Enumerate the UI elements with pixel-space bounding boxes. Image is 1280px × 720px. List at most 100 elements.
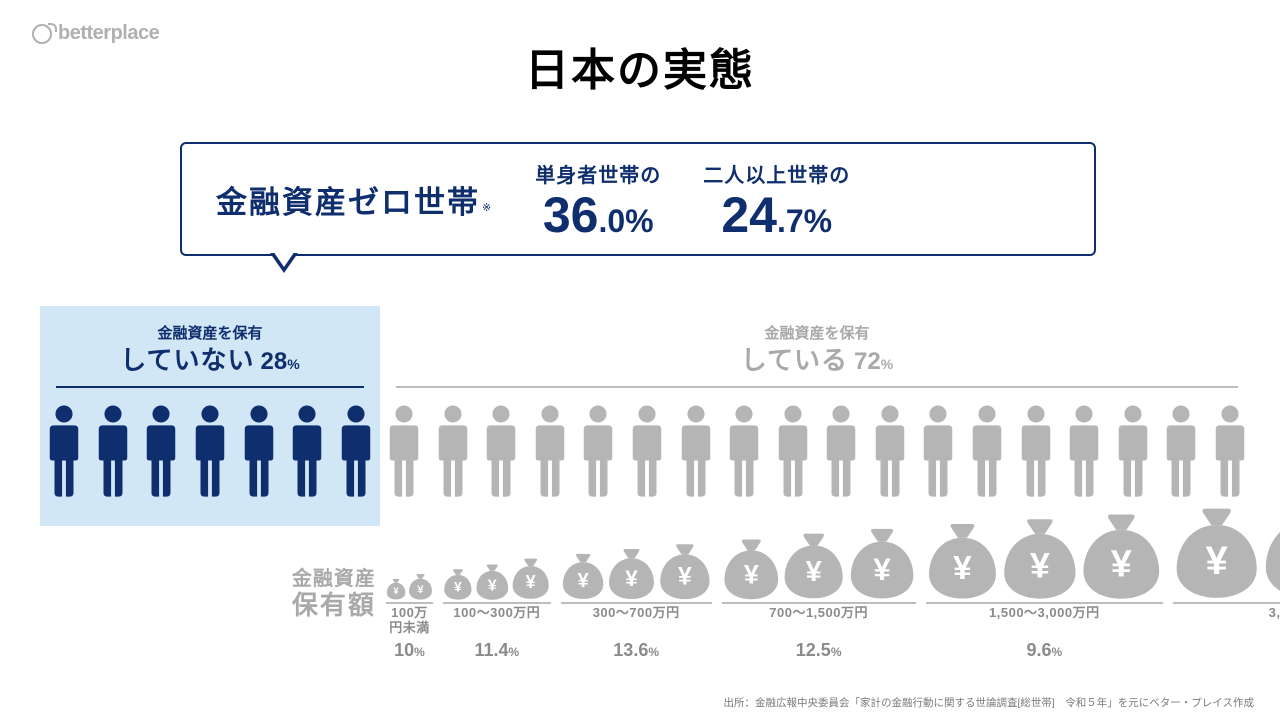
svg-text:¥: ¥ xyxy=(1206,540,1229,584)
person-slot xyxy=(429,396,478,508)
svg-text:¥: ¥ xyxy=(417,584,424,596)
person-icon xyxy=(871,396,909,508)
money-bag-icon: ¥ xyxy=(1001,516,1079,600)
bag-group-separator xyxy=(1173,602,1280,604)
person-slot xyxy=(89,396,138,508)
person-slot xyxy=(768,396,817,508)
person-icon xyxy=(191,396,229,508)
money-bag: ¥ xyxy=(475,548,510,600)
money-bag: ¥ xyxy=(408,548,433,600)
money-bag-icon: ¥ xyxy=(848,526,916,600)
money-bag-icon: ¥ xyxy=(926,521,999,600)
person-slot xyxy=(331,396,380,508)
person-icon xyxy=(968,396,1006,508)
bag-group-pct: 12.5% xyxy=(722,640,916,661)
money-bag: ¥ xyxy=(443,548,473,600)
person-icon xyxy=(774,396,812,508)
money-bag-icon: ¥ xyxy=(386,578,406,600)
money-bag-icon: ¥ xyxy=(607,547,656,600)
money-bag: ¥ xyxy=(1080,548,1163,600)
money-bag-icon: ¥ xyxy=(1080,511,1163,600)
person-icon xyxy=(45,396,83,508)
money-bag: ¥ xyxy=(1001,548,1079,600)
money-bag: ¥ xyxy=(848,548,916,600)
person-slot xyxy=(1157,396,1206,508)
svg-text:¥: ¥ xyxy=(488,577,497,594)
money-bag-icon: ¥ xyxy=(722,537,781,600)
assets-title: 金融資産 保有額 xyxy=(246,568,376,621)
money-bag: ¥ xyxy=(658,548,712,600)
person-slot xyxy=(671,396,720,508)
person-icon xyxy=(482,396,520,508)
person-slot xyxy=(186,396,235,508)
person-slot xyxy=(380,396,429,508)
person-icon xyxy=(531,396,569,508)
money-bag: ¥ xyxy=(926,548,999,600)
money-bag-icon: ¥ xyxy=(443,568,473,600)
source-text: 出所：金融広報中央委員会「家計の金融行動に関する世論調査[総世帯] 令和５年」を… xyxy=(723,695,1254,710)
money-bag-icon: ¥ xyxy=(511,557,550,600)
bag-group-pct: 11.4% xyxy=(1173,640,1280,661)
person-slot xyxy=(574,396,623,508)
person-icon xyxy=(1017,396,1055,508)
people-row xyxy=(40,396,1254,508)
person-icon xyxy=(1114,396,1152,508)
person-icon xyxy=(1065,396,1103,508)
bag-group-separator xyxy=(386,602,433,604)
bag-group-pct: 10% xyxy=(386,640,433,661)
person-slot xyxy=(1206,396,1255,508)
money-bag: ¥ xyxy=(561,548,605,600)
callout-stat-single: 単身者世帯の 36.0% xyxy=(535,159,661,240)
bag-group-label: 700～1,500万円 xyxy=(722,606,916,621)
svg-text:¥: ¥ xyxy=(1111,543,1132,585)
svg-text:¥: ¥ xyxy=(743,559,758,589)
person-slot xyxy=(817,396,866,508)
bag-group-label: 100～300万円 xyxy=(443,606,551,621)
person-icon xyxy=(919,396,957,508)
bag-group-pct: 9.6% xyxy=(926,640,1163,661)
svg-text:¥: ¥ xyxy=(806,557,823,589)
person-slot xyxy=(234,396,283,508)
svg-text:¥: ¥ xyxy=(577,570,589,592)
money-bag-icon: ¥ xyxy=(658,542,712,600)
person-icon xyxy=(822,396,860,508)
bag-group-separator xyxy=(926,602,1163,604)
person-slot xyxy=(40,396,89,508)
person-slot xyxy=(137,396,186,508)
money-bag: ¥ xyxy=(386,548,406,600)
money-bag-icon: ¥ xyxy=(475,563,510,600)
svg-text:¥: ¥ xyxy=(873,552,891,587)
person-icon xyxy=(288,396,326,508)
bag-group-label: 300～700万円 xyxy=(561,606,712,621)
bag-group-pct: 11.4% xyxy=(443,640,551,661)
money-bag: ¥ xyxy=(511,548,550,600)
person-icon xyxy=(434,396,472,508)
svg-text:¥: ¥ xyxy=(953,550,972,587)
svg-text:¥: ¥ xyxy=(625,566,638,591)
money-bag: ¥ xyxy=(782,548,845,600)
money-bag: ¥ xyxy=(607,548,656,600)
person-slot xyxy=(866,396,915,508)
person-icon xyxy=(240,396,278,508)
person-slot xyxy=(477,396,526,508)
bag-group-label: 100万円未満 xyxy=(386,606,433,636)
person-icon xyxy=(677,396,715,508)
money-bag-icon: ¥ xyxy=(1262,500,1280,600)
callout-stat-multi: 二人以上世帯の 24.7% xyxy=(703,159,850,240)
person-slot xyxy=(1108,396,1157,508)
separator-has-assets xyxy=(396,386,1238,388)
bag-group-pct: 13.6% xyxy=(561,640,712,661)
people-pictogram-section: 金融資産を保有 していない 28% 金融資産を保有 している 72% xyxy=(40,306,1254,526)
money-bag-icon: ¥ xyxy=(561,552,605,600)
person-icon xyxy=(142,396,180,508)
bag-group-separator xyxy=(443,602,551,604)
person-icon xyxy=(94,396,132,508)
svg-text:¥: ¥ xyxy=(454,579,462,594)
person-slot xyxy=(963,396,1012,508)
money-bag: ¥ xyxy=(1173,548,1260,600)
person-slot xyxy=(1060,396,1109,508)
person-icon xyxy=(628,396,666,508)
person-icon xyxy=(1211,396,1249,508)
person-icon xyxy=(725,396,763,508)
bag-group-label: 3,000万円以上 xyxy=(1173,606,1280,621)
